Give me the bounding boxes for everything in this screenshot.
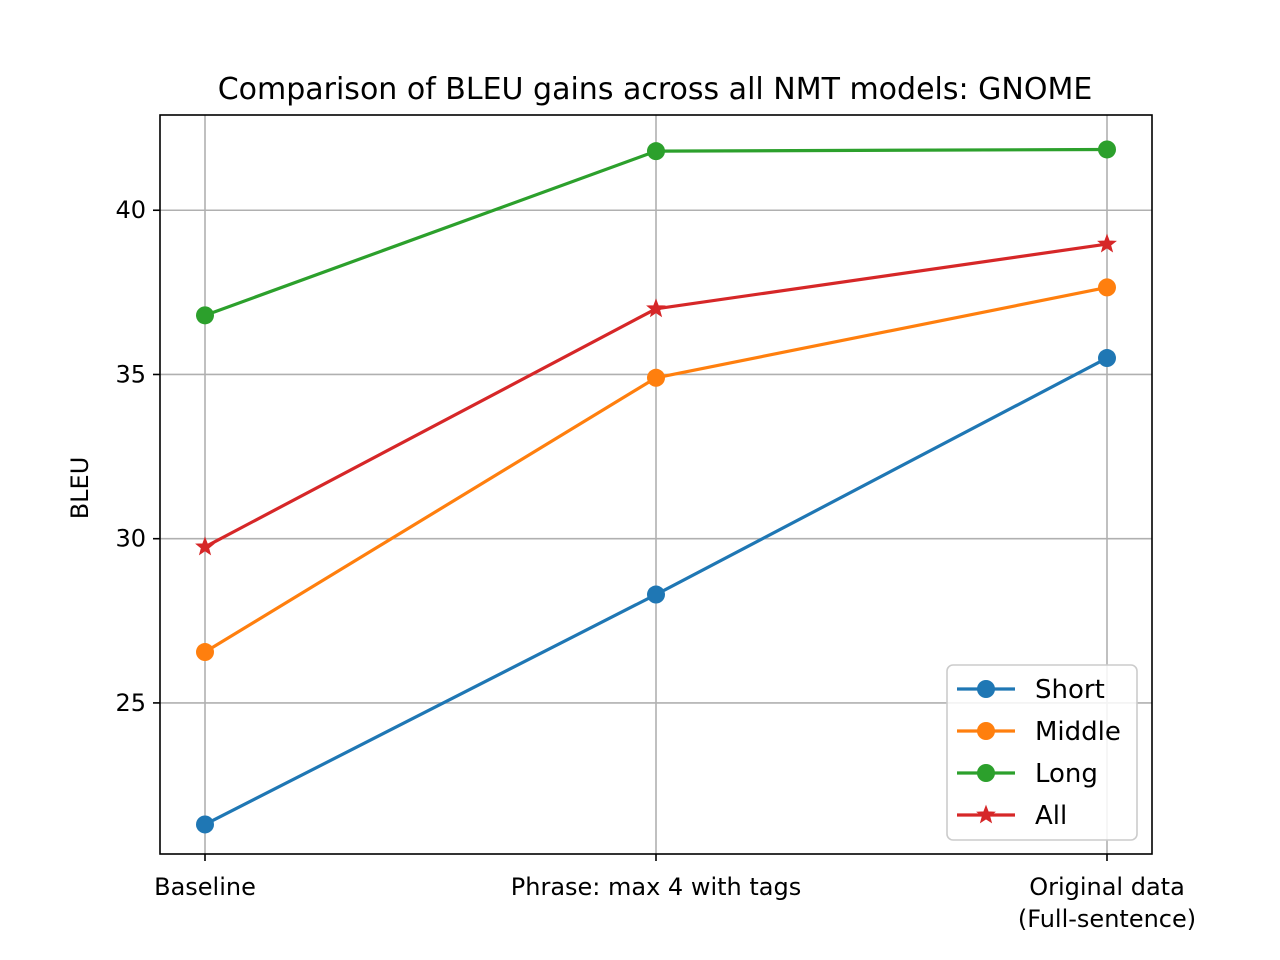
x-tick-label-line: Baseline: [154, 873, 256, 901]
legend-entry-short: Short: [957, 675, 1105, 705]
legend-label-long: Long: [1035, 759, 1098, 789]
y-tick-label: 35: [115, 360, 146, 388]
series-short: [196, 349, 1116, 834]
data-point-middle: [196, 643, 214, 662]
y-axis-ticks: 25 30 35 40: [115, 196, 160, 717]
data-point-short: [647, 585, 665, 604]
y-tick-label: 40: [115, 196, 146, 224]
x-tick-label-line: Phrase: max 4 with tags: [511, 873, 801, 901]
series-long: [196, 140, 1116, 325]
data-point-all: [646, 298, 666, 318]
y-axis-label: BLEU: [66, 457, 94, 520]
data-point-short: [196, 815, 214, 834]
y-tick-label: 25: [115, 689, 146, 717]
data-point-long: [647, 142, 665, 161]
legend-box: [946, 664, 1138, 841]
legend-label-middle: Middle: [1035, 717, 1121, 747]
data-point-middle: [1098, 278, 1116, 297]
series-all: [195, 233, 1117, 556]
data-point-all: [1097, 233, 1117, 253]
legend-label-all: All: [1035, 801, 1067, 831]
series-middle: [196, 278, 1116, 662]
data-point-long: [196, 306, 214, 325]
x-tick-label: Baseline: [154, 873, 256, 901]
data-point-long: [1098, 140, 1116, 159]
x-tick-label-line: Original data: [1029, 873, 1185, 901]
legend-entry-all: All: [957, 801, 1067, 831]
legend-marker-long: [977, 764, 995, 782]
y-tick-label: 30: [115, 525, 146, 553]
chart-title: Comparison of BLEU gains across all NMT …: [218, 72, 1093, 107]
x-axis-ticks: Baseline Phrase: max 4 with tags Original …: [154, 854, 1196, 933]
legend-entry-long: Long: [957, 759, 1098, 789]
data-point-middle: [647, 368, 665, 387]
legend-marker-short: [977, 680, 995, 698]
series-layer: [195, 140, 1117, 834]
x-tick-label-line: (Full-sentence): [1018, 905, 1196, 933]
legend-marker-middle: [977, 722, 995, 740]
data-point-all: [195, 536, 215, 556]
legend-entry-middle: Middle: [957, 717, 1121, 747]
x-tick-label: Phrase: max 4 with tags: [511, 873, 801, 901]
x-tick-label: Original data (Full-sentence): [1018, 873, 1196, 933]
data-point-short: [1098, 349, 1116, 368]
legend-marker-all: [976, 804, 996, 824]
legend-label-short: Short: [1035, 675, 1105, 705]
legend: Short Middle Long All: [946, 664, 1138, 841]
